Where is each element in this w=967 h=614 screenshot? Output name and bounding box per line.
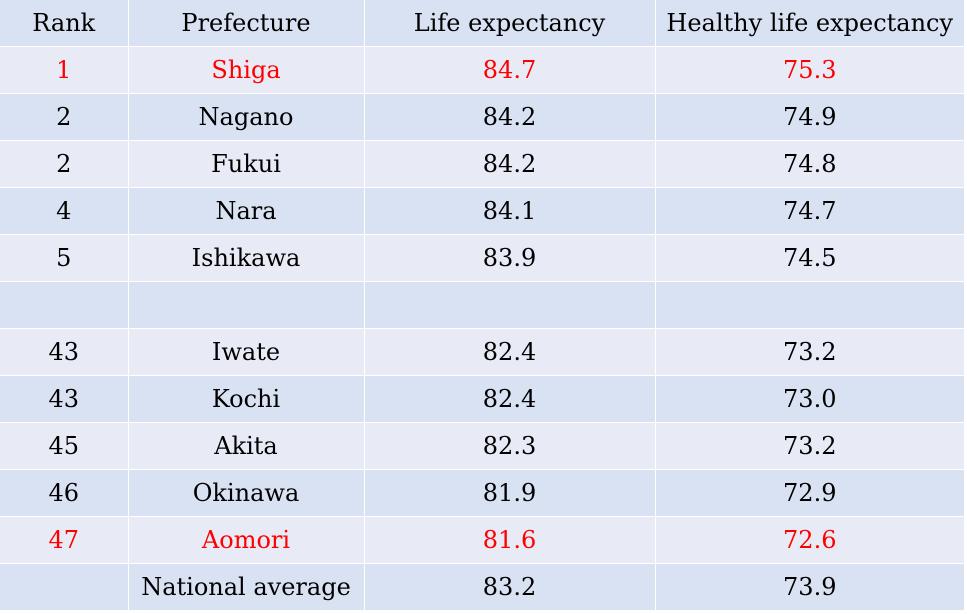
table-row: 46 Okinawa 81.9 72.9 (0, 469, 964, 517)
healthy-life-expectancy-cell: 74.8 (655, 140, 964, 188)
rank-cell: 1 (0, 46, 129, 94)
healthy-life-expectancy-cell (655, 281, 964, 329)
table-row (0, 281, 964, 329)
prefecture-cell: Aomori (128, 516, 365, 564)
prefecture-cell: Shiga (128, 46, 365, 94)
prefecture-cell: National average (128, 563, 365, 611)
healthy-life-expectancy-cell: 72.9 (655, 469, 964, 517)
header-prefecture: Prefecture (128, 0, 365, 47)
rank-cell: 2 (0, 93, 129, 141)
healthy-life-expectancy-cell: 74.7 (655, 187, 964, 235)
prefecture-cell: Nagano (128, 93, 365, 141)
rank-cell: 2 (0, 140, 129, 188)
healthy-life-expectancy-cell: 72.6 (655, 516, 964, 564)
life-expectancy-cell: 82.4 (364, 328, 656, 376)
rank-cell: 43 (0, 375, 129, 423)
life-expectancy-cell: 81.6 (364, 516, 656, 564)
table-row: 1 Shiga 84.7 75.3 (0, 46, 964, 94)
prefecture-cell: Akita (128, 422, 365, 470)
rank-cell: 47 (0, 516, 129, 564)
rank-cell: 4 (0, 187, 129, 235)
table-row: 43 Kochi 82.4 73.0 (0, 375, 964, 423)
table-row: National average 83.2 73.9 (0, 563, 964, 611)
table-row: 45 Akita 82.3 73.2 (0, 422, 964, 470)
table-row: 43 Iwate 82.4 73.2 (0, 328, 964, 376)
life-expectancy-cell: 82.4 (364, 375, 656, 423)
healthy-life-expectancy-cell: 75.3 (655, 46, 964, 94)
life-expectancy-cell: 84.2 (364, 140, 656, 188)
healthy-life-expectancy-cell: 73.2 (655, 422, 964, 470)
rank-cell: 43 (0, 328, 129, 376)
table-row: 5 Ishikawa 83.9 74.5 (0, 234, 964, 282)
rank-cell: 45 (0, 422, 129, 470)
table-row: 2 Nagano 84.2 74.9 (0, 93, 964, 141)
life-expectancy-cell: 84.7 (364, 46, 656, 94)
table-row: 2 Fukui 84.2 74.8 (0, 140, 964, 188)
healthy-life-expectancy-cell: 73.0 (655, 375, 964, 423)
rank-cell: 5 (0, 234, 129, 282)
header-rank: Rank (0, 0, 129, 47)
prefecture-cell (128, 281, 365, 329)
life-expectancy-cell: 82.3 (364, 422, 656, 470)
life-expectancy-cell (364, 281, 656, 329)
table-header: Rank Prefecture Life expectancy Healthy … (0, 0, 964, 47)
header-row: Rank Prefecture Life expectancy Healthy … (0, 0, 964, 47)
header-healthy-life-expectancy: Healthy life expectancy (655, 0, 964, 47)
rank-cell: 46 (0, 469, 129, 517)
table-body: 1 Shiga 84.7 75.3 2 Nagano 84.2 74.9 2 Fukui 84.2 7… (0, 46, 964, 611)
healthy-life-expectancy-cell: 73.2 (655, 328, 964, 376)
healthy-life-expectancy-cell: 73.9 (655, 563, 964, 611)
rank-cell (0, 281, 129, 329)
header-life-expectancy: Life expectancy (364, 0, 656, 47)
life-expectancy-cell: 83.9 (364, 234, 656, 282)
rank-cell (0, 563, 129, 611)
life-expectancy-cell: 84.2 (364, 93, 656, 141)
prefecture-cell: Ishikawa (128, 234, 365, 282)
prefecture-cell: Kochi (128, 375, 365, 423)
healthy-life-expectancy-cell: 74.9 (655, 93, 964, 141)
prefecture-cell: Iwate (128, 328, 365, 376)
prefecture-cell: Fukui (128, 140, 365, 188)
table-row: 4 Nara 84.1 74.7 (0, 187, 964, 235)
prefecture-cell: Nara (128, 187, 365, 235)
life-expectancy-cell: 81.9 (364, 469, 656, 517)
life-expectancy-cell: 84.1 (364, 187, 656, 235)
life-expectancy-cell: 83.2 (364, 563, 656, 611)
table-row: 47 Aomori 81.6 72.6 (0, 516, 964, 564)
prefecture-cell: Okinawa (128, 469, 365, 517)
healthy-life-expectancy-cell: 74.5 (655, 234, 964, 282)
